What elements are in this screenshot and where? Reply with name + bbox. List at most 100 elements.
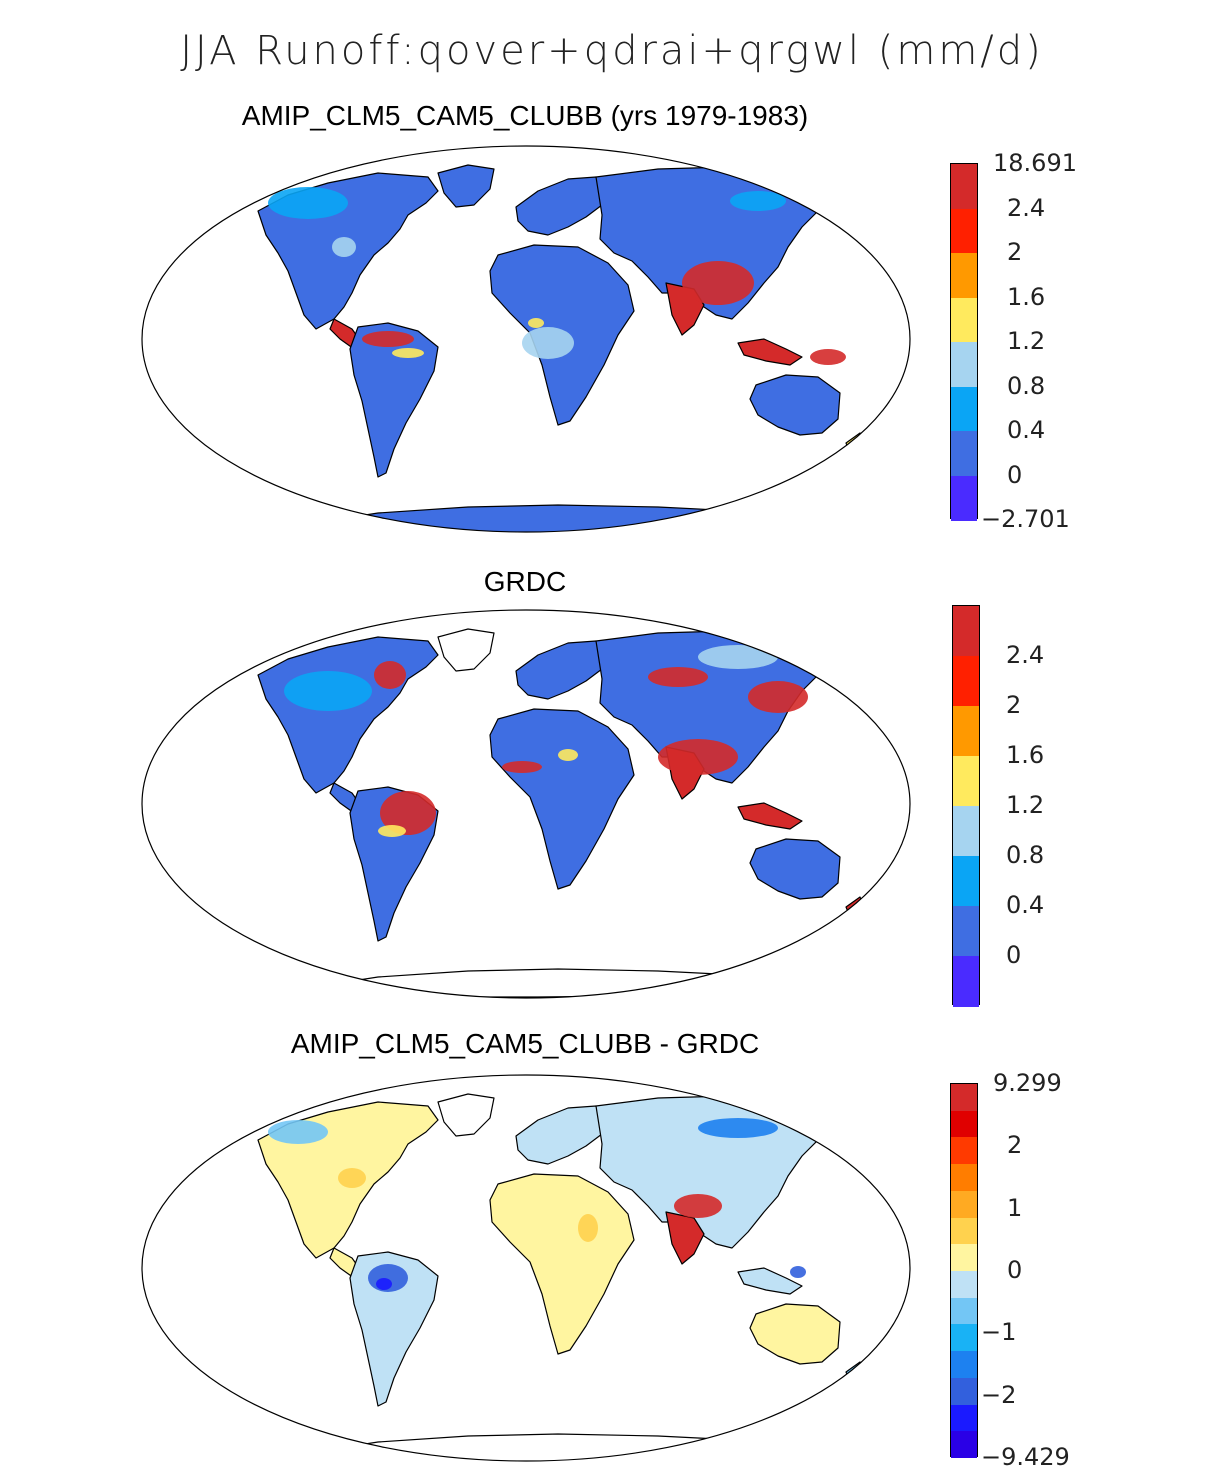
colorbar-segment bbox=[951, 1164, 977, 1192]
colorbar-segment bbox=[951, 1404, 977, 1432]
land-antarctica bbox=[287, 504, 799, 532]
colorbar-segment bbox=[951, 1377, 977, 1406]
colorbar-segment bbox=[951, 1244, 977, 1272]
colorbar-tick-label: 9.299 bbox=[993, 1069, 1062, 1097]
field-patch bbox=[528, 318, 544, 328]
map-boundary bbox=[141, 1074, 911, 1462]
field-patch bbox=[658, 739, 738, 775]
colorbar-tick-label: −1 bbox=[981, 1318, 1017, 1347]
land-south-america bbox=[349, 322, 439, 478]
field-patch bbox=[790, 1266, 806, 1278]
panel-2-title: GRDC bbox=[483, 566, 567, 597]
colorbar-segment bbox=[951, 342, 977, 387]
colorbar-tick-label: 0.4 bbox=[1006, 891, 1045, 919]
colorbar-tick-label: 18.691 bbox=[993, 149, 1077, 177]
field-patch bbox=[558, 749, 578, 761]
colorbar-tick-label: 1 bbox=[1007, 1193, 1023, 1222]
colorbar-tick-label: 0.8 bbox=[1007, 371, 1046, 400]
colorbar-segment bbox=[951, 1271, 977, 1299]
colorbar-segment bbox=[951, 1324, 977, 1352]
colorbar-segment bbox=[951, 1190, 977, 1219]
colorbar-tick-label: 0 bbox=[1006, 941, 1022, 969]
colorbar-segment bbox=[953, 756, 979, 807]
field-patch bbox=[648, 667, 708, 687]
colorbar-tick-label: −2 bbox=[981, 1380, 1017, 1409]
colorbar-segment bbox=[951, 1217, 977, 1245]
colorbar-segment bbox=[953, 856, 979, 907]
colorbar-segment bbox=[951, 1351, 977, 1379]
colorbar-segment bbox=[951, 253, 977, 298]
land-australia bbox=[749, 1303, 841, 1365]
land-europe bbox=[515, 640, 609, 700]
field-patch bbox=[268, 1120, 328, 1144]
colorbar-segment bbox=[953, 706, 979, 757]
colorbar-tick-label: 0.8 bbox=[1006, 841, 1045, 869]
colorbar-tick-label: 0.4 bbox=[1007, 416, 1046, 444]
land-europe bbox=[515, 176, 609, 236]
colorbar-segment bbox=[951, 431, 977, 476]
colorbar-tick-label: 2.4 bbox=[1006, 641, 1045, 669]
field-patch bbox=[392, 348, 424, 358]
colorbar-segment bbox=[953, 956, 979, 1007]
field-patch bbox=[730, 191, 786, 211]
land-europe bbox=[515, 1105, 609, 1165]
colorbar-tick-label: 0 bbox=[1007, 1256, 1023, 1284]
colorbar-tick-label: 2.4 bbox=[1007, 193, 1046, 222]
land-greenland bbox=[437, 164, 495, 208]
colorbar-tick-label: 2 bbox=[1006, 691, 1022, 719]
land-australia bbox=[749, 374, 841, 436]
field-patch bbox=[376, 1278, 392, 1290]
field-patch bbox=[748, 681, 808, 713]
field-patch bbox=[682, 261, 754, 305]
field-patch bbox=[380, 791, 436, 835]
colorbar-tick-label: −2.701 bbox=[981, 505, 1070, 533]
field-patch bbox=[674, 1194, 722, 1218]
colorbar-segment bbox=[951, 1297, 977, 1325]
field-patch bbox=[698, 1118, 778, 1138]
colorbar-tick-label: 1.2 bbox=[1007, 327, 1046, 355]
colorbar-segment bbox=[951, 1110, 977, 1138]
field-patch bbox=[332, 237, 356, 257]
land-antarctica bbox=[287, 1433, 799, 1461]
colorbar-grdc bbox=[952, 605, 980, 1007]
colorbar-tick-label: 1.2 bbox=[1006, 791, 1045, 819]
colorbar-tick-label: 2 bbox=[1007, 1131, 1023, 1160]
field-patch bbox=[284, 671, 372, 711]
land-greenland bbox=[437, 1093, 495, 1137]
land-africa bbox=[489, 708, 635, 890]
land-antarctica bbox=[287, 968, 799, 998]
colorbar-segment bbox=[953, 906, 979, 957]
map-grdc bbox=[141, 609, 911, 999]
field-patch bbox=[374, 661, 406, 689]
colorbar-segment bbox=[951, 297, 977, 343]
land-se-asia-islands bbox=[737, 338, 803, 366]
land-se-asia-islands bbox=[737, 802, 803, 830]
colorbar-difference bbox=[950, 1083, 978, 1459]
land-south-america bbox=[349, 1251, 439, 1407]
land-australia bbox=[749, 838, 841, 900]
colorbar-tick-label: 1.6 bbox=[1007, 282, 1046, 311]
colorbar-segment bbox=[951, 1431, 977, 1459]
colorbar-tick-label: 2 bbox=[1007, 238, 1023, 266]
field-patch bbox=[522, 327, 574, 359]
field-patch bbox=[338, 1168, 366, 1188]
map-difference bbox=[141, 1074, 911, 1462]
field-patch bbox=[362, 331, 414, 347]
land-new-zealand bbox=[845, 896, 865, 918]
field-patch bbox=[502, 761, 542, 773]
map-model bbox=[141, 145, 911, 533]
colorbar-segment bbox=[951, 475, 977, 521]
colorbar-segment bbox=[951, 1084, 977, 1112]
colorbar-model bbox=[950, 163, 978, 521]
colorbar-segment bbox=[953, 656, 979, 707]
colorbar-segment bbox=[951, 386, 977, 432]
panel-3-title: AMIP_CLM5_CAM5_CLUBB - GRDC bbox=[290, 1028, 760, 1059]
colorbar-segment bbox=[951, 1137, 977, 1165]
field-patch bbox=[578, 1214, 598, 1242]
colorbar-segment bbox=[951, 164, 977, 209]
land-se-asia-islands bbox=[737, 1267, 803, 1295]
map-boundary bbox=[141, 609, 911, 999]
colorbar-segment bbox=[953, 606, 979, 657]
field-patch bbox=[268, 187, 348, 219]
colorbar-tick-label: 1.6 bbox=[1006, 741, 1045, 769]
